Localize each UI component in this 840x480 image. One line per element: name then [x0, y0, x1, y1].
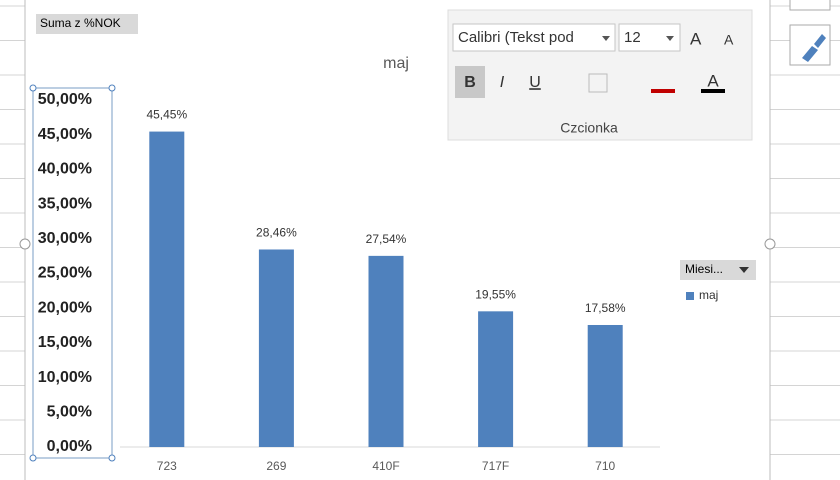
font-name-box[interactable] — [452, 23, 616, 52]
handle — [764, 238, 776, 250]
x-tick-label: 723 — [157, 459, 177, 473]
plot: 0,00% 5,00% 10,00% 15,00% 20,00% 25,00% 30,00%… — [38, 91, 719, 473]
y-tick-label: 15,00% — [38, 334, 92, 351]
handle — [29, 454, 37, 462]
x-tick-label: 710 — [595, 459, 615, 473]
y-tick-label: 20,00% — [38, 299, 92, 316]
y-tick-label: 0,00% — [47, 438, 92, 455]
bar — [478, 311, 514, 447]
pivot-value-label: Suma z %NOK — [40, 16, 121, 30]
font-name: Calibri (Tekst pod — [458, 29, 574, 46]
font-color-button[interactable]: A — [707, 71, 719, 90]
font-color-bar — [701, 89, 725, 93]
axis-selection — [32, 87, 113, 459]
legend-field-label: Miesi... — [685, 262, 723, 276]
legend-label: maj — [699, 288, 718, 302]
bold-pressed — [455, 66, 485, 98]
borders-button[interactable] — [588, 73, 608, 93]
bold-button[interactable]: B — [464, 74, 476, 91]
bar — [368, 255, 404, 447]
y-tick-label: 50,00% — [38, 91, 92, 108]
x-tick-label: 717F — [482, 459, 509, 473]
font-size: 12 — [624, 29, 641, 46]
data-label: 19,55% — [475, 287, 516, 301]
bar — [587, 324, 623, 447]
dropdown-arrow — [739, 267, 749, 273]
dropdown-arrow — [666, 36, 674, 41]
brush-icon — [802, 34, 826, 62]
italic-button[interactable]: I — [500, 74, 505, 91]
y-tick-label: 35,00% — [38, 195, 92, 212]
data-label: 17,58% — [585, 301, 626, 315]
legend-swatch — [686, 292, 694, 300]
side-button[interactable] — [789, 0, 831, 11]
x-tick-label: 269 — [266, 459, 286, 473]
bar — [149, 131, 185, 447]
handle — [29, 84, 37, 92]
bar — [258, 249, 294, 447]
y-tick-label: 5,00% — [47, 404, 92, 421]
x-tick-label: 410F — [372, 459, 399, 473]
chart-title: maj — [383, 55, 409, 72]
fill-color-bar — [651, 89, 675, 93]
handle — [108, 84, 116, 92]
cell-grid — [0, 5, 840, 455]
handle — [19, 238, 31, 250]
legend-field-button[interactable] — [680, 260, 756, 280]
data-label: 45,45% — [146, 108, 187, 122]
dropdown-arrow — [602, 36, 610, 41]
pivot-value-button[interactable] — [36, 14, 138, 34]
mini-toolbar: Calibri (Tekst pod 12 A A B I U A Czcion… — [447, 9, 753, 141]
y-tick-label: 40,00% — [38, 161, 92, 178]
y-tick-label: 25,00% — [38, 265, 92, 282]
shrink-font[interactable]: A — [724, 32, 734, 48]
underline-button[interactable]: U — [529, 74, 541, 91]
grow-font[interactable]: A — [690, 29, 702, 48]
selection-handles — [29, 84, 116, 462]
group-label: Czcionka — [560, 120, 618, 136]
data-label: 27,54% — [366, 232, 407, 246]
y-tick-label: 10,00% — [38, 369, 92, 386]
data-label: 28,46% — [256, 226, 297, 240]
y-tick-label: 30,00% — [38, 230, 92, 247]
y-tick-label: 45,00% — [38, 126, 92, 143]
handle — [108, 454, 116, 462]
